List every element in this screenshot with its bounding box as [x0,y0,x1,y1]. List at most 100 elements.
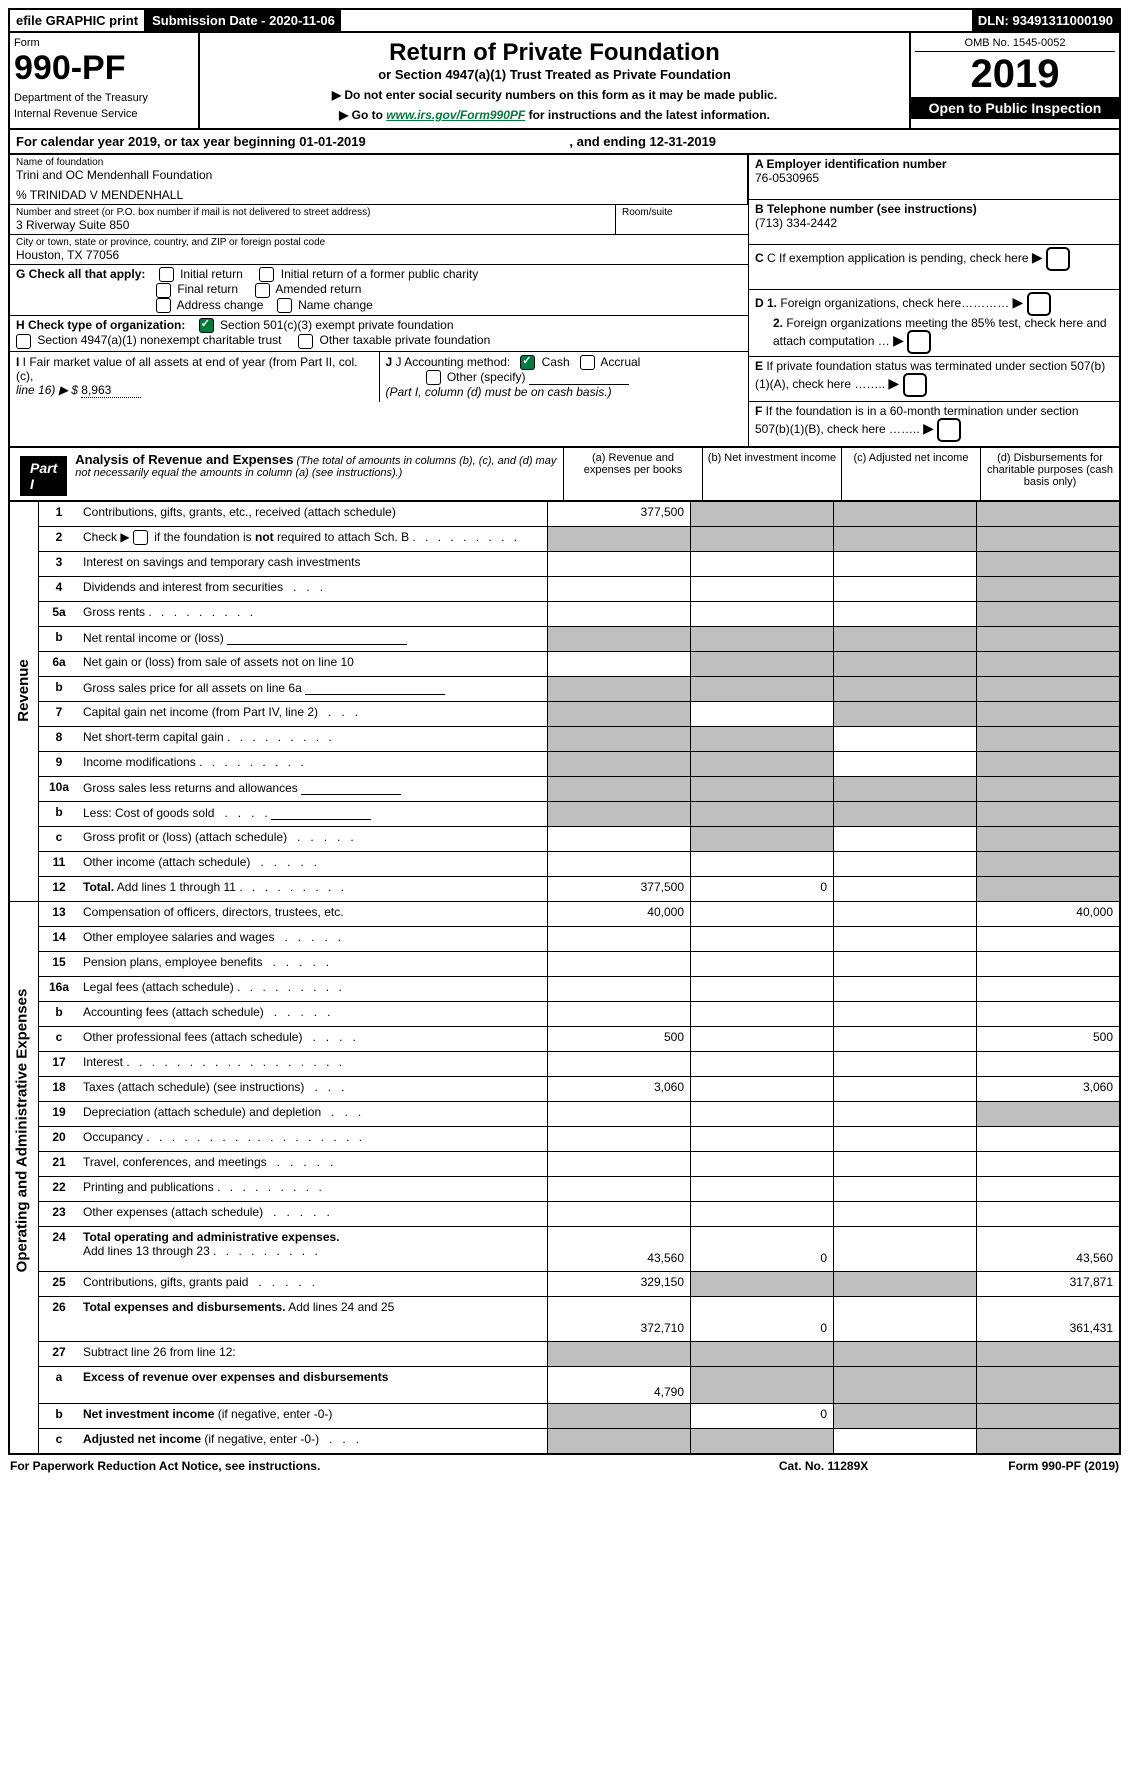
j-cell: J J Accounting method: Cash Accrual Othe… [380,352,749,403]
form-number: 990-PF [14,49,194,88]
row-9: 9Income modifications [39,752,1119,777]
row-6b: bGross sales price for all assets on lin… [39,677,1119,702]
street-value: 3 Riverway Suite 850 [16,218,609,232]
checkbox-accrual[interactable] [580,355,595,370]
row-23: 23Other expenses (attach schedule) . . .… [39,1202,1119,1227]
i-value: 8,963 [81,383,141,398]
b-value: (713) 334-2442 [755,216,1113,230]
j-cash: Cash [542,355,570,369]
form-id-block: Form 990-PF Department of the Treasury I… [10,33,200,128]
checkbox-address-change[interactable] [156,298,171,313]
checkbox-final-return[interactable] [156,283,171,298]
row-27a: aExcess of revenue over expenses and dis… [39,1367,1119,1404]
irs: Internal Revenue Service [14,108,194,120]
bullet2-pre: ▶ Go to [339,108,386,122]
row-22: 22Printing and publications [39,1177,1119,1202]
checkbox-c[interactable] [1046,247,1070,271]
c-label: C If exemption application is pending, c… [767,251,1029,265]
row-25: 25Contributions, gifts, grants paid . . … [39,1272,1119,1297]
i-label: I Fair market value of all assets at end… [16,355,357,383]
other-specify-line[interactable] [529,370,629,385]
form-title: Return of Private Foundation [206,39,903,67]
row-14: 14Other employee salaries and wages . . … [39,927,1119,952]
name-label: Name of foundation [16,157,741,168]
i-j-row: I I Fair market value of all assets at e… [10,352,748,403]
checkbox-initial-former[interactable] [259,267,274,282]
checkbox-initial-return[interactable] [159,267,174,282]
row-17: 17Interest [39,1052,1119,1077]
foundation-info: Name of foundation Trini and OC Mendenha… [8,155,1121,448]
checkbox-amended[interactable] [255,283,270,298]
checkbox-e[interactable] [903,373,927,397]
col-d-head: (d) Disbursements for charitable purpose… [980,448,1119,500]
b-label: B Telephone number (see instructions) [755,202,1113,216]
h-4947: Section 4947(a)(1) nonexempt charitable … [37,333,281,347]
cal-end: 12-31-2019 [650,134,717,149]
form-subtitle: or Section 4947(a)(1) Trust Treated as P… [206,67,903,82]
form990pf-link[interactable]: www.irs.gov/Form990PF [386,108,525,122]
checkbox-cash[interactable] [520,355,535,370]
checkbox-f[interactable] [937,418,961,442]
h-501c3: Section 501(c)(3) exempt private foundat… [220,318,453,332]
street-cell: Number and street (or P.O. box number if… [10,205,616,235]
efile-label: efile GRAPHIC print [10,10,146,31]
j-note: (Part I, column (d) must be on cash basi… [386,385,612,399]
row-2: 2Check ▶ if the foundation is not requir… [39,527,1119,552]
d-cell: D 1. D 1. Foreign organizations, check h… [749,290,1119,357]
open-to-public: Open to Public Inspection [911,97,1119,119]
expenses-section: Operating and Administrative Expenses 13… [10,901,1119,1453]
care-of: % TRINIDAD V MENDENHALL [16,188,741,202]
part1-title: Analysis of Revenue and Expenses [75,452,293,467]
top-bar: efile GRAPHIC print Submission Date - 20… [8,8,1121,33]
e-cell: E E If private foundation status was ter… [749,357,1119,402]
g-initial-former: Initial return of a former public charit… [281,267,478,281]
bullet-1: ▶ Do not enter social security numbers o… [206,88,903,102]
part1-table: Revenue 1Contributions, gifts, grants, e… [8,502,1121,1455]
g-address: Address change [177,298,264,312]
a-label: A Employer identification number [755,157,1113,171]
checkbox-d2[interactable] [907,330,931,354]
city-cell: City or town, state or province, country… [10,235,748,265]
footer-mid: Cat. No. 11289X [779,1459,868,1473]
row-1: 1Contributions, gifts, grants, etc., rec… [39,502,1119,527]
footer-right: Form 990-PF (2019) [1008,1459,1119,1473]
checkbox-4947[interactable] [16,334,31,349]
row-16a: 16aLegal fees (attach schedule) [39,977,1119,1002]
i-cell: I I Fair market value of all assets at e… [10,352,380,403]
checkbox-501c3[interactable] [199,318,214,333]
b-cell: B Telephone number (see instructions) (7… [749,200,1119,245]
revenue-section: Revenue 1Contributions, gifts, grants, e… [10,502,1119,901]
submission-date: Submission Date - 2020-11-06 [146,10,341,31]
row-10b: bLess: Cost of goods sold . . . . [39,802,1119,827]
part1-tab: Part I [20,456,67,496]
form-year-block: OMB No. 1545-0052 2019 Open to Public In… [909,33,1119,128]
row-8: 8Net short-term capital gain [39,727,1119,752]
cal-begin: 01-01-2019 [299,134,366,149]
h-other-taxable: Other taxable private foundation [320,333,491,347]
form-word: Form [14,37,194,49]
checkbox-d1[interactable] [1027,292,1051,316]
bullet2-post: for instructions and the latest informat… [529,108,770,122]
row-10c: cGross profit or (loss) (attach schedule… [39,827,1119,852]
checkbox-other-method[interactable] [426,370,441,385]
col-b-head: (b) Net investment income [702,448,841,500]
expenses-label-text: Operating and Administrative Expenses [13,989,30,1273]
street-label: Number and street (or P.O. box number if… [16,207,609,218]
row-27c: cAdjusted net income (if negative, enter… [39,1429,1119,1453]
dept: Department of the Treasury [14,92,194,104]
tax-year: 2019 [915,52,1115,97]
revenue-label-text: Revenue [15,659,32,722]
row-16c: cOther professional fees (attach schedul… [39,1027,1119,1052]
g-row: G Check all that apply: Initial return I… [10,265,748,316]
row-21: 21Travel, conferences, and meetings . . … [39,1152,1119,1177]
g-name: Name change [298,298,373,312]
footer-left: For Paperwork Reduction Act Notice, see … [10,1459,779,1473]
room-cell: Room/suite [616,205,748,235]
foundation-name: Trini and OC Mendenhall Foundation [16,168,741,182]
checkbox-sch-b[interactable] [133,530,148,545]
checkbox-name-change[interactable] [277,298,292,313]
j-other: Other (specify) [447,370,526,384]
a-cell: A Employer identification number 76-0530… [749,155,1119,200]
checkbox-other-taxable[interactable] [298,334,313,349]
g-label: G Check all that apply: [16,267,145,281]
